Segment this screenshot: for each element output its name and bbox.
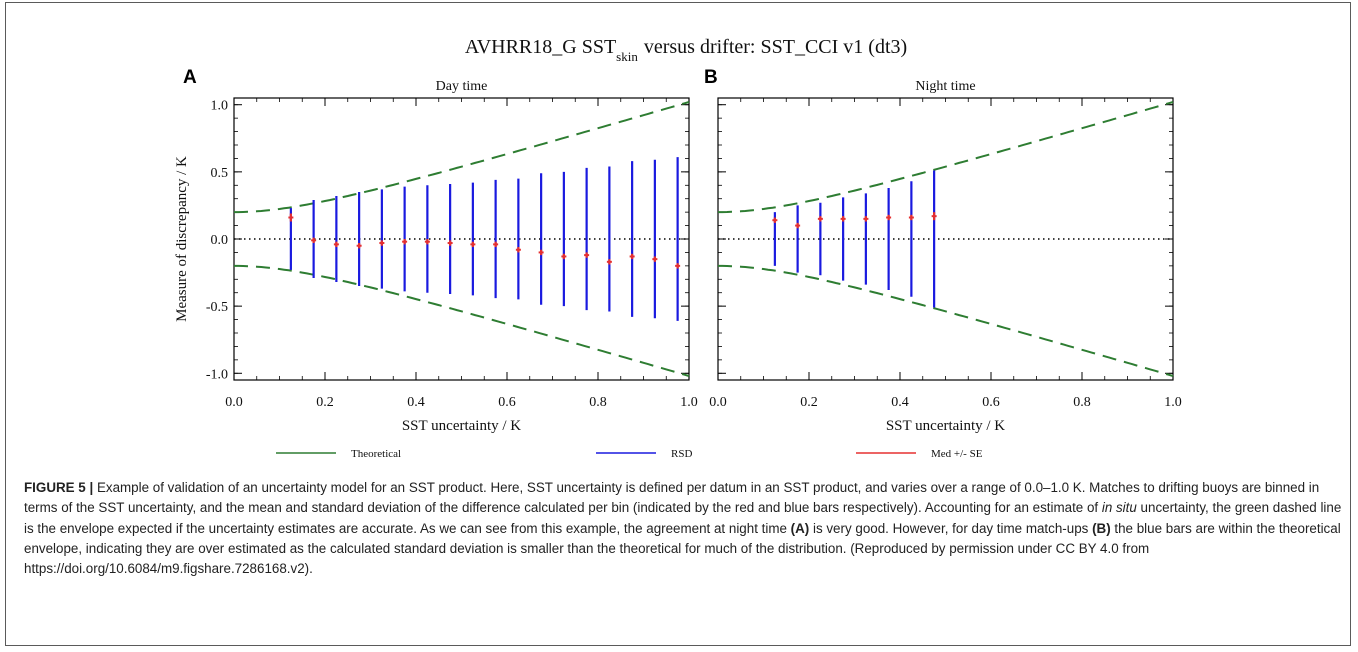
x-tick-label: 0.0 — [709, 395, 727, 410]
panel-a-letter: A — [183, 67, 197, 88]
caption-ref-b: (B) — [1092, 520, 1111, 536]
panel-b-letter: B — [704, 67, 718, 88]
y-tick-label: 0.0 — [211, 233, 229, 248]
plot-frame — [233, 97, 690, 381]
x-axis-label: SST uncertainty / K — [886, 418, 1005, 434]
figure-frame: AVHRR18_G SSTskin versus drifter: SST_CCI… — [5, 2, 1351, 646]
y-tick-label: -0.5 — [206, 300, 228, 315]
x-tick-label: 1.0 — [680, 395, 698, 410]
caption-text-4: the blue bars are within the theoretical… — [24, 520, 1341, 577]
figure-title-rest: versus drifter: SST_CCI v1 (dt3) — [644, 36, 907, 58]
figure-title-subscript: skin — [616, 49, 638, 64]
x-tick-label: 0.6 — [982, 395, 1000, 410]
panel-a-chart: Day time 0.0 0.2 0.4 0.6 0.8 1.0 SST uncertaint… — [174, 79, 698, 434]
caption-text-2: uncertainty, the green dashed line is th… — [24, 500, 1342, 536]
x-tick-label: 0.6 — [498, 395, 516, 410]
caption-ref-a: (A) — [790, 520, 810, 536]
caption-label: FIGURE 5 | — [24, 480, 94, 495]
x-axis-label: SST uncertainty / K — [402, 418, 521, 434]
legend: Theoretical RSD Med +/- SE — [276, 448, 983, 460]
panel-title: Night time — [915, 79, 975, 94]
y-tick-label: 0.5 — [211, 166, 229, 181]
x-tick-label: 1.0 — [1164, 395, 1182, 410]
figure-title-main: AVHRR18_G SST — [465, 36, 616, 58]
figure-title: AVHRR18_G SSTskin versus drifter: SST_CCI… — [465, 36, 907, 64]
caption-italic-in-situ: in situ — [1101, 500, 1137, 516]
x-tick-label: 0.2 — [316, 395, 334, 410]
panel-b-chart: Night time 0.0 0.2 0.4 0.6 0.8 1.0 SST uncertai… — [709, 79, 1182, 434]
x-tick-label: 0.0 — [225, 395, 243, 410]
x-tick-label: 0.2 — [800, 395, 818, 410]
plot-frame — [717, 97, 1174, 381]
y-tick-label: -1.0 — [206, 367, 228, 382]
panel-title: Day time — [436, 79, 488, 94]
theoretical-upper — [718, 101, 1174, 214]
theoretical-upper — [234, 101, 690, 214]
figure-caption: FIGURE 5 | Example of validation of an u… — [24, 478, 1346, 579]
legend-label: Theoretical — [351, 448, 401, 460]
caption-text-3: is very good. However, for day time matc… — [809, 520, 1093, 536]
theoretical-lower — [234, 264, 690, 377]
x-tick-label: 0.8 — [1073, 395, 1091, 410]
theoretical-lower — [718, 264, 1174, 377]
y-tick-label: 1.0 — [211, 99, 229, 114]
y-axis-label: Measure of discrepancy / K — [174, 156, 190, 322]
x-tick-label: 0.8 — [589, 395, 607, 410]
x-tick-label: 0.4 — [891, 395, 909, 410]
x-tick-label: 0.4 — [407, 395, 425, 410]
legend-label: RSD — [671, 448, 692, 460]
caption-text-1: Example of validation of an uncertainty … — [24, 480, 1320, 516]
figure-svg: AVHRR18_G SSTskin versus drifter: SST_CCI… — [174, 36, 1182, 460]
legend-label: Med +/- SE — [931, 448, 983, 460]
